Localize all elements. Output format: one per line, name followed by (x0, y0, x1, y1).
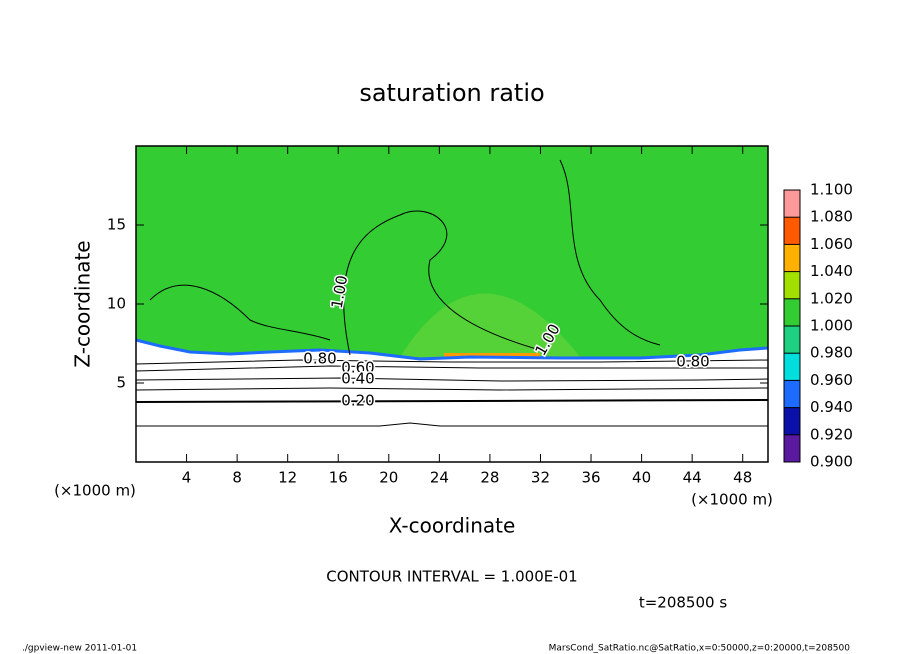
x-tick-label: 4 (182, 469, 192, 487)
field (135, 146, 769, 462)
contour-line (559, 159, 661, 346)
contour-line (135, 359, 769, 365)
contour-line (135, 365, 768, 372)
y-tick-label: 10 (107, 295, 126, 313)
contours (135, 159, 769, 427)
colorbar-tick-label: 1.060 (810, 235, 853, 253)
x-tick-label: 28 (480, 469, 499, 487)
colorbar-tick-label: 1.020 (810, 289, 853, 307)
contour-line (135, 377, 769, 382)
y-tick-label: 15 (107, 216, 126, 234)
colorbar-band (784, 271, 800, 299)
x-tick-label: 24 (430, 469, 449, 487)
x-unit-label: (×1000 m) (54, 482, 136, 500)
x-tick-label: 16 (329, 469, 348, 487)
contour-line (149, 284, 331, 341)
field-edge (135, 338, 769, 361)
x-unit-label: (×1000 m) (691, 491, 773, 509)
time-label: t=208500 s (639, 594, 727, 612)
contour-line (343, 210, 541, 356)
chart-title: saturation ratio (359, 79, 544, 107)
x-tick-label: 40 (632, 469, 651, 487)
colorbar-tick-label: 1.000 (810, 317, 853, 335)
x-tick-label: 48 (733, 469, 752, 487)
colorbar-band (784, 407, 800, 435)
field-peak (444, 353, 540, 358)
colorbar-tick-label: 0.980 (810, 344, 853, 362)
x-tick-label: 8 (232, 469, 242, 487)
colorbar-band (784, 298, 800, 326)
y-tick-label: 5 (116, 374, 126, 392)
colorbar-band (784, 217, 800, 245)
x-tick-label: 32 (531, 469, 550, 487)
colorbar-tick-label: 0.900 (810, 453, 853, 471)
y-axis-label: Z-coordinate (71, 240, 95, 367)
contour-label: 0.40 (341, 370, 374, 388)
contour-label: 0.80 (676, 353, 709, 371)
footer-left: ./gpview-new 2011-01-01 (22, 644, 137, 654)
colorbar-band (784, 244, 800, 272)
colorbar-band (784, 190, 800, 218)
colorbar-tick-label: 0.960 (810, 371, 853, 389)
contour-interval: CONTOUR INTERVAL = 1.000E-01 (326, 568, 577, 586)
colorbar-tick-label: 1.080 (810, 208, 853, 226)
contour-line (135, 387, 769, 391)
colorbar-band (784, 434, 800, 462)
x-tick-label: 12 (278, 469, 297, 487)
contour-label: 0.60 (341, 359, 374, 377)
x-tick-label: 20 (379, 469, 398, 487)
contour-line (136, 422, 768, 427)
x-tick-label: 44 (683, 469, 702, 487)
colorbar-tick-label: 1.100 (810, 181, 853, 199)
contour-label: 0.80 (303, 350, 336, 368)
x-tick-label: 36 (581, 469, 600, 487)
colorbar-tick-label: 0.940 (810, 398, 853, 416)
colorbar-band (784, 326, 800, 354)
colorbar-frame (783, 189, 801, 463)
colorbar-tick-label: 1.040 (810, 262, 853, 280)
x-axis-label: X-coordinate (389, 514, 516, 538)
contour-line (135, 399, 769, 403)
colorbar-band (784, 380, 800, 408)
colorbar-tick-label: 0.920 (810, 425, 853, 443)
field-moist (400, 293, 580, 357)
field-green (136, 146, 768, 359)
footer-right: MarsCond_SatRatio.nc@SatRatio,x=0:50000,… (549, 644, 851, 654)
colorbar-band (784, 353, 800, 381)
contour-label: 0.20 (341, 392, 374, 410)
